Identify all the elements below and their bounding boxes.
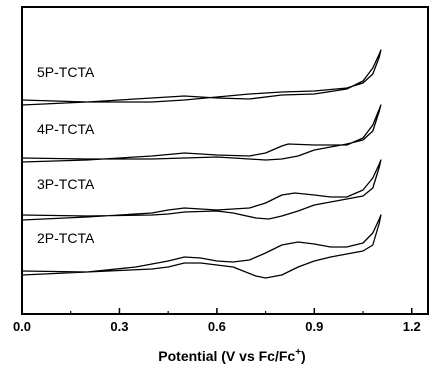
cv-curve-4p-tcta [21, 104, 382, 163]
plot-frame [21, 6, 429, 315]
cv-curve-5p-tcta [21, 49, 382, 106]
x-tick-label: 1.2 [403, 319, 421, 334]
series-label-layer: 5P-TCTA 4P-TCTA 3P-TCTA 2P-TCTA [37, 64, 95, 246]
cv-curve-2p-tcta [21, 214, 382, 279]
series-label-2p-tcta: 2P-TCTA [37, 230, 95, 246]
series-label-4p-tcta: 4P-TCTA [37, 121, 95, 137]
series-label-3p-tcta: 3P-TCTA [37, 176, 95, 192]
x-axis-title-close: ) [301, 348, 306, 364]
x-axis-title-superscript: + [295, 347, 301, 358]
x-tick-label: 0.9 [305, 319, 323, 334]
x-tick-label: 0.6 [208, 319, 226, 334]
x-tick-label: 0.3 [110, 319, 128, 334]
x-axis-title: Potential (V vs Fc/Fc+) [158, 347, 305, 364]
cv-curve-3p-tcta [21, 159, 382, 221]
x-tick-layer: 0.0 0.3 0.6 0.9 1.2 [13, 308, 421, 334]
series-layer [21, 49, 382, 279]
plot-border [21, 6, 429, 315]
x-tick-label: 0.0 [13, 319, 31, 334]
series-label-5p-tcta: 5P-TCTA [37, 64, 95, 80]
x-axis-title-text: Potential (V vs Fc/Fc [158, 348, 295, 364]
